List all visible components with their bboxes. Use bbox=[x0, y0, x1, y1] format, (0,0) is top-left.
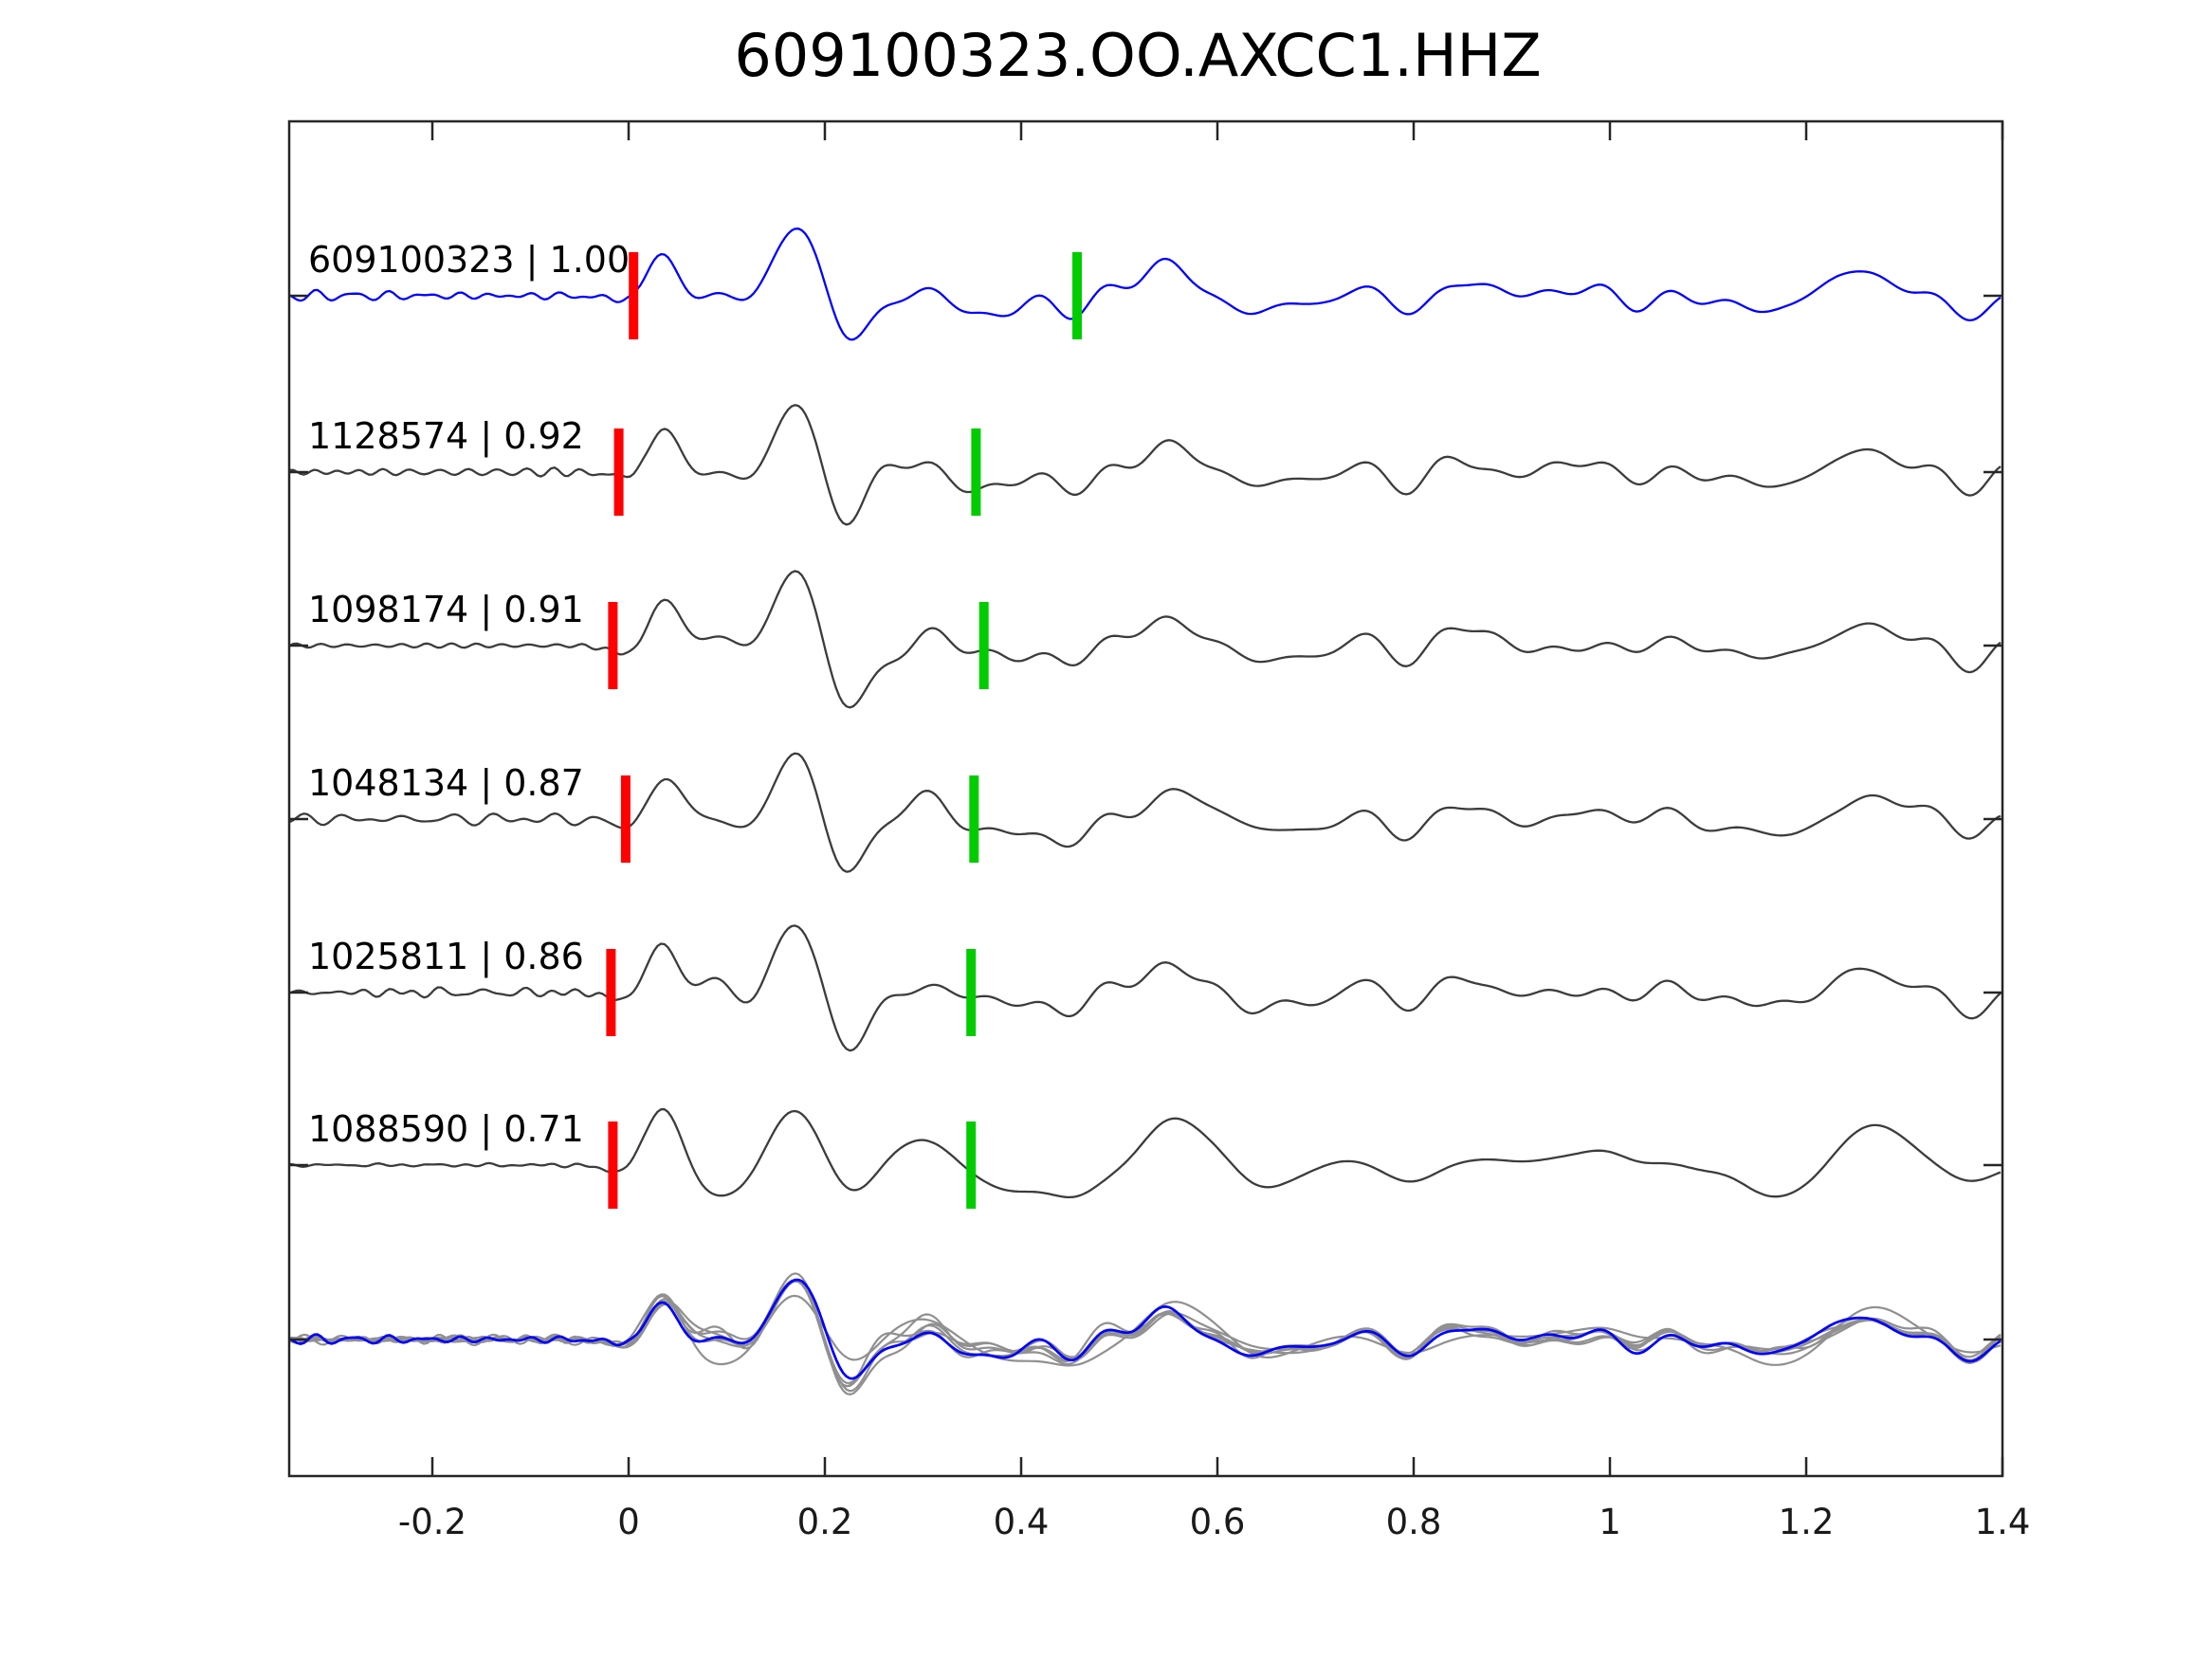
overlay-waveform-gray bbox=[289, 1279, 2002, 1393]
x-tick-label: 0.8 bbox=[1386, 1502, 1442, 1542]
trace-waveform-1088590 bbox=[289, 1108, 2002, 1199]
trace-waveform-609100323 bbox=[289, 228, 2002, 341]
red-pick-marker-1128574 bbox=[613, 428, 624, 516]
overlay-waveform-gray bbox=[289, 1279, 2002, 1388]
overlay-waveform-template bbox=[289, 1278, 2002, 1380]
x-tick-label: 1.4 bbox=[1975, 1502, 2031, 1542]
overlay-waveform-gray bbox=[289, 1280, 2002, 1388]
red-pick-marker-1098174 bbox=[608, 602, 618, 689]
pick-markers-layer bbox=[606, 252, 1082, 1209]
red-pick-marker-1025811 bbox=[606, 949, 616, 1036]
text-labels-layer: 609100323 | 1.00 1128574 | 0.92 1098174 | … bbox=[308, 239, 2030, 1542]
x-tick-label: 0.6 bbox=[1190, 1502, 1246, 1542]
overlay-waveform-gray bbox=[289, 1280, 2002, 1384]
trace-label-609100323: 609100323 | 1.00 bbox=[308, 239, 630, 282]
red-pick-marker-1048134 bbox=[620, 775, 631, 863]
x-tick-label: 0.4 bbox=[994, 1502, 1050, 1542]
axis-frame bbox=[287, 119, 2004, 1478]
overlay-waveform-gray bbox=[289, 1272, 2002, 1395]
green-pick-marker-609100323 bbox=[1072, 252, 1082, 339]
green-pick-marker-1025811 bbox=[966, 949, 977, 1036]
trace-label-1025811: 1025811 | 0.86 bbox=[308, 936, 584, 978]
trace-label-1088590: 1088590 | 0.71 bbox=[308, 1108, 584, 1151]
axis-frame-layer bbox=[287, 119, 2004, 1478]
trace-waveform-1098174 bbox=[289, 570, 2002, 709]
chart-title: 609100323.OO.AXCC1.HHZ bbox=[734, 21, 1541, 90]
green-pick-marker-1128574 bbox=[971, 428, 981, 516]
green-pick-marker-1088590 bbox=[966, 1121, 977, 1209]
x-tick-label: -0.2 bbox=[398, 1502, 466, 1542]
green-pick-marker-1048134 bbox=[969, 775, 979, 863]
green-pick-marker-1098174 bbox=[978, 602, 989, 689]
x-tick-label: 0 bbox=[617, 1502, 640, 1542]
trace-waveform-1048134 bbox=[289, 752, 2002, 873]
red-pick-marker-1088590 bbox=[608, 1121, 618, 1209]
trace-waveform-1128574 bbox=[289, 404, 2002, 526]
trace-label-1048134: 1048134 | 0.87 bbox=[308, 762, 584, 805]
red-pick-marker-609100323 bbox=[629, 252, 639, 339]
trace-label-1098174: 1098174 | 0.91 bbox=[308, 589, 584, 631]
trace-label-1128574: 1128574 | 0.92 bbox=[308, 415, 584, 458]
x-tick-label: 1.2 bbox=[1779, 1502, 1835, 1542]
x-tick-label: 0.2 bbox=[797, 1502, 853, 1542]
x-tick-label: 1 bbox=[1599, 1502, 1621, 1542]
trace-waveform-1025811 bbox=[289, 924, 2002, 1052]
waveforms-layer bbox=[289, 228, 2002, 1395]
